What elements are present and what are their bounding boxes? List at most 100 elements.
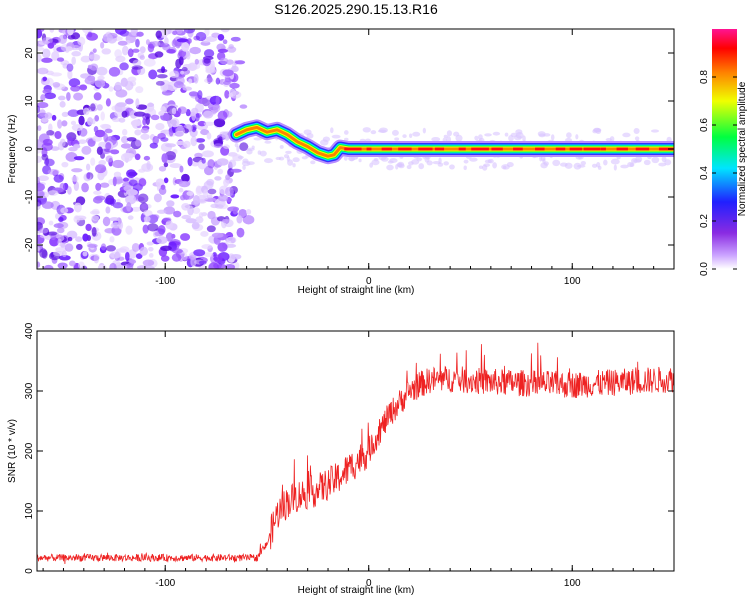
spectrogram-y-tick-label: -20	[24, 237, 35, 252]
noise-speck	[75, 236, 83, 242]
noise-speck	[232, 62, 237, 72]
noise-speck	[206, 132, 212, 140]
noise-speck	[93, 254, 100, 264]
noise-speck	[239, 104, 248, 109]
halo-speck	[504, 132, 509, 137]
noise-speck	[134, 153, 141, 161]
halo-speck	[651, 156, 660, 164]
noise-speck	[223, 144, 230, 149]
noise-speck	[139, 55, 145, 60]
halo-speck	[492, 162, 498, 169]
halo-speck	[580, 160, 587, 166]
noise-speck	[90, 103, 96, 112]
noise-speck	[203, 252, 214, 258]
halo-speck	[343, 130, 349, 135]
noise-speck	[92, 48, 97, 53]
noise-speck	[127, 48, 134, 58]
noise-speck	[113, 171, 122, 178]
halo-speck	[446, 130, 453, 137]
halo-speck	[622, 132, 631, 138]
halo-speck	[394, 137, 400, 141]
noise-speck	[77, 36, 86, 46]
halo-speck	[236, 145, 240, 153]
halo-speck	[484, 133, 492, 137]
figure-title: S126.2025.290.15.13.R16	[274, 1, 438, 17]
noise-speck	[207, 210, 216, 220]
noise-speck	[210, 203, 219, 209]
noise-speck	[103, 132, 109, 143]
spectrogram-y-tick-label: 10	[24, 95, 35, 107]
noise-speck	[143, 215, 151, 223]
noise-speck	[183, 29, 196, 34]
noise-speck	[171, 253, 182, 262]
noise-speck	[126, 137, 137, 142]
noise-speck	[73, 215, 80, 223]
noise-speck	[229, 90, 242, 99]
noise-speck	[67, 186, 72, 195]
halo-speck	[292, 157, 300, 163]
halo-speck	[237, 155, 244, 160]
noise-speck	[192, 195, 200, 205]
noise-speck	[57, 238, 62, 247]
noise-speck	[215, 95, 220, 106]
colorbar-tick-label: 0.2	[699, 214, 710, 228]
snr-frame	[36, 330, 675, 572]
noise-speck	[190, 136, 198, 147]
noise-speck	[73, 156, 85, 161]
noise-speck	[137, 193, 149, 204]
noise-speck	[67, 136, 73, 147]
noise-speck	[100, 243, 107, 251]
noise-speck	[94, 78, 106, 88]
noise-speck	[39, 248, 48, 259]
noise-speck	[206, 194, 213, 199]
noise-speck	[160, 142, 173, 153]
halo-speck	[508, 134, 514, 142]
colorbar-gradient	[712, 29, 737, 269]
noise-speck	[80, 55, 91, 63]
noise-speck	[222, 218, 229, 223]
noise-speck	[123, 177, 129, 182]
spectrogram-y-tick-label: 20	[24, 47, 35, 59]
noise-speck	[207, 76, 213, 83]
noise-speck	[162, 217, 172, 222]
halo-speck	[369, 162, 374, 168]
noise-speck	[132, 48, 140, 53]
halo-speck	[370, 130, 377, 135]
noise-speck	[114, 81, 122, 91]
noise-speck	[194, 152, 203, 159]
noise-speck	[178, 187, 184, 193]
halo-speck	[362, 127, 371, 133]
noise-speck	[166, 200, 175, 207]
noise-speck	[165, 232, 174, 242]
noise-speck	[87, 243, 98, 248]
noise-speck	[206, 225, 216, 233]
noise-speck	[142, 265, 155, 269]
noise-speck	[67, 69, 73, 80]
halo-speck	[422, 127, 426, 134]
halo-speck	[402, 134, 407, 139]
colorbar-tick-label: 0.6	[699, 118, 710, 132]
noise-speck	[181, 67, 188, 72]
noise-speck	[37, 102, 49, 109]
noise-speck	[105, 245, 116, 252]
noise-speck	[105, 142, 112, 151]
noise-speck	[42, 76, 48, 82]
noise-speck	[194, 58, 199, 65]
halo-speck	[330, 127, 334, 134]
snr-x-tick-label: -100	[155, 578, 175, 589]
noise-speck	[53, 223, 64, 229]
snr-y-tick-label: 300	[24, 382, 35, 399]
spectrogram-x-label: Height of straight line (km)	[298, 285, 415, 296]
noise-speck	[132, 59, 142, 67]
noise-speck	[91, 118, 96, 125]
snr-y-tick-label: 400	[24, 322, 35, 339]
noise-speck	[150, 114, 160, 121]
noise-speck	[172, 248, 183, 254]
noise-speck	[100, 41, 105, 49]
noise-speck	[87, 64, 93, 69]
noise-speck	[139, 46, 146, 54]
noise-speck	[37, 261, 41, 268]
noise-speck	[118, 117, 126, 123]
noise-speck	[112, 221, 122, 229]
noise-speck	[52, 81, 61, 88]
